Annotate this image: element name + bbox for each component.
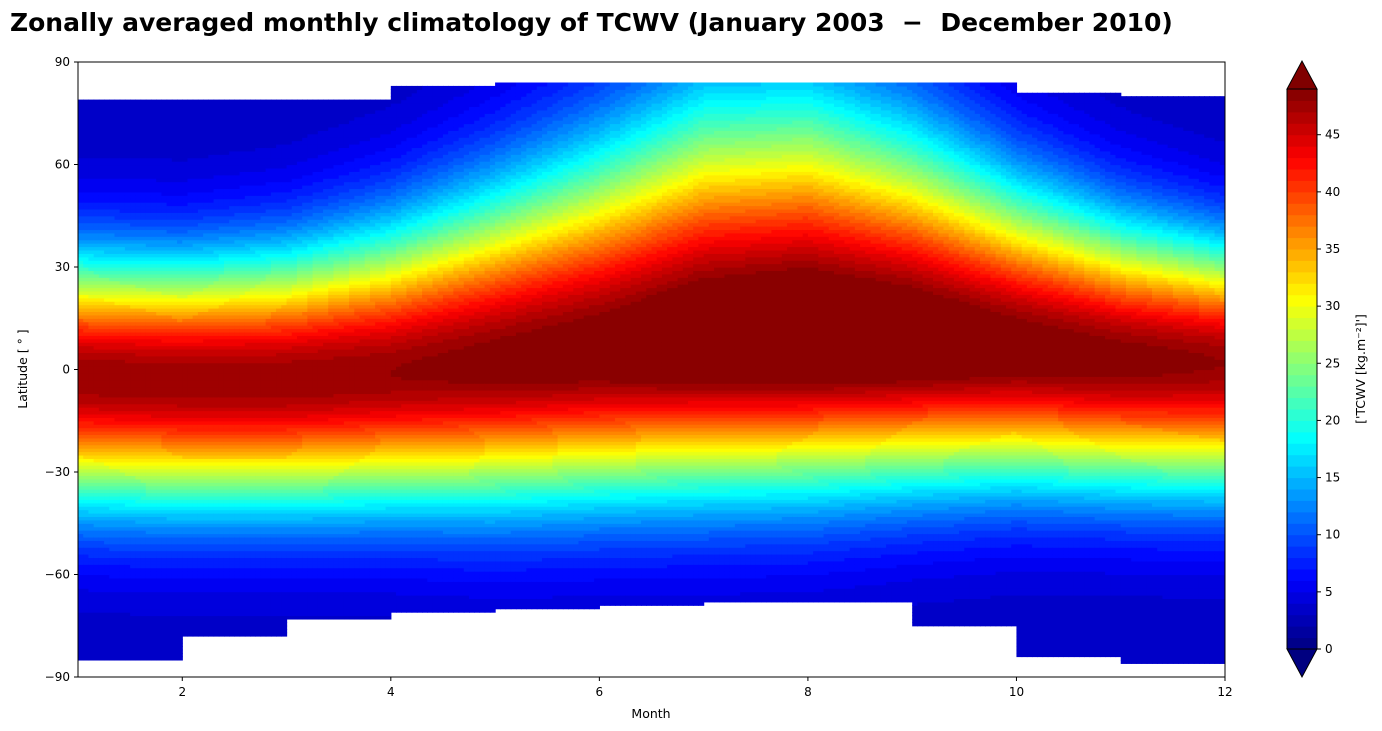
colorbar-tick-label: 15 [1325, 471, 1340, 485]
y-tick-label: −30 [45, 465, 70, 479]
y-tick-label: 0 [62, 363, 70, 377]
colorbar-tick-label: 5 [1325, 585, 1333, 599]
colorbar-tick-label: 40 [1325, 185, 1340, 199]
colorbar-extend-min [1287, 649, 1317, 677]
x-tick-label: 12 [1217, 685, 1232, 699]
x-tick-label: 10 [1009, 685, 1024, 699]
colorbar-tick-label: 30 [1325, 299, 1340, 313]
y-tick-label: 30 [55, 260, 70, 274]
colorbar-tick-label: 45 [1325, 128, 1340, 142]
colorbar-tick-label: 10 [1325, 528, 1340, 542]
x-tick-label: 2 [178, 685, 186, 699]
x-axis-label: Month [631, 706, 670, 721]
x-tick-label: 8 [804, 685, 812, 699]
colorbar-tick-label: 0 [1325, 642, 1333, 656]
colorbar-extend-max [1287, 61, 1317, 89]
x-tick-label: 4 [387, 685, 395, 699]
colorbar-label: ['TCWV [kg.m⁻²]'] [1353, 314, 1368, 424]
y-tick-label: −60 [45, 568, 70, 582]
colorbar-tick-label: 25 [1325, 356, 1340, 370]
x-tick-label: 6 [596, 685, 604, 699]
colorbar-tick-label: 20 [1325, 413, 1340, 427]
colorbar [1287, 61, 1317, 677]
y-axis: 90 60 30 0 −30 −60 −90 [45, 55, 78, 684]
y-tick-label: −90 [45, 670, 70, 684]
x-axis: 2 4 6 8 10 12 [178, 677, 1232, 699]
y-tick-label: 90 [55, 55, 70, 69]
colorbar-axis: 0 5 10 15 20 25 30 35 40 45 [1317, 128, 1340, 656]
colorbar-tick-label: 35 [1325, 242, 1340, 256]
heatmap-area [78, 83, 1226, 664]
y-tick-label: 60 [55, 158, 70, 172]
y-axis-label: Latitude [ ° ] [15, 329, 30, 408]
